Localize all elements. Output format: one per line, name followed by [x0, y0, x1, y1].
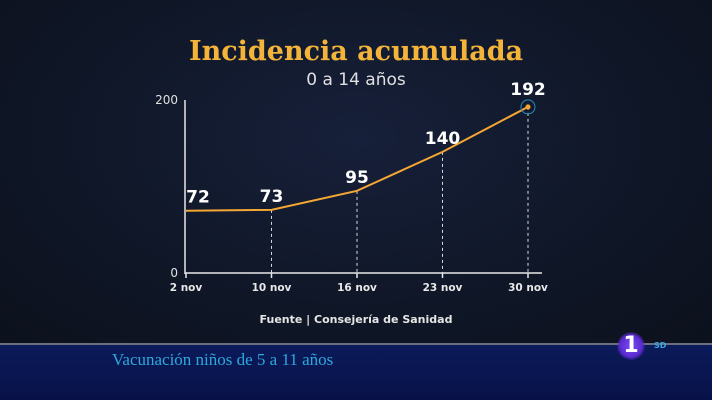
data-label: 72 — [186, 188, 210, 208]
ticker-band — [0, 345, 712, 400]
y-tick-label: 0 — [170, 266, 178, 280]
data-point — [525, 104, 531, 110]
ticker-text: Vacunación niños de 5 a 11 años — [112, 350, 334, 369]
channel-logo-suffix: SD — [654, 341, 667, 350]
highlight-ring — [520, 99, 536, 115]
chart-source: Fuente | Consejería de Sanidad — [259, 313, 453, 326]
data-line — [185, 106, 529, 212]
data-label: 95 — [345, 168, 369, 188]
channel-logo: 1 — [617, 332, 645, 360]
x-tick-label: 10 nov — [252, 282, 292, 294]
x-tick-label: 2 nov — [170, 282, 203, 294]
x-tick-label: 30 nov — [508, 282, 548, 294]
chart-subtitle: 0 a 14 años — [306, 70, 406, 90]
chart-title: Incidencia acumulada — [188, 36, 524, 67]
data-label: 192 — [510, 80, 546, 100]
divider — [0, 343, 712, 345]
x-tick-label: 16 nov — [337, 282, 377, 294]
background — [0, 0, 712, 345]
data-label: 73 — [260, 187, 284, 207]
y-tick-label: 200 — [155, 93, 178, 107]
data-label: 140 — [425, 129, 461, 149]
line-chart: 0 200 2 nov 10 nov 16 nov 23 nov 30 nov 72 73 95 1… — [155, 80, 548, 294]
x-tick-label: 23 nov — [423, 282, 463, 294]
